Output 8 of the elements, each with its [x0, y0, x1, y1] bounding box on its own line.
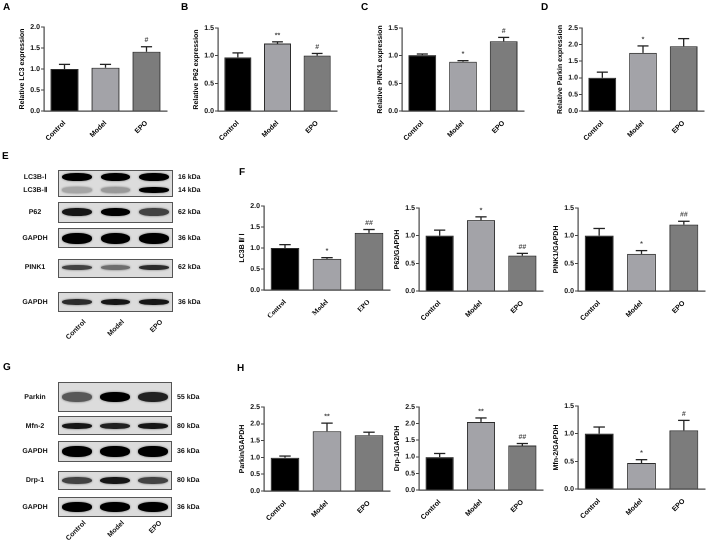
text: E: [2, 151, 9, 163]
chart-title: C: [361, 2, 368, 13]
text: G: [3, 362, 11, 374]
chart-title: A: [3, 2, 10, 13]
chart-title: B: [181, 2, 188, 13]
chart-title: H: [237, 362, 244, 374]
chart-title: F: [239, 166, 246, 178]
chart-title: D: [541, 2, 548, 13]
